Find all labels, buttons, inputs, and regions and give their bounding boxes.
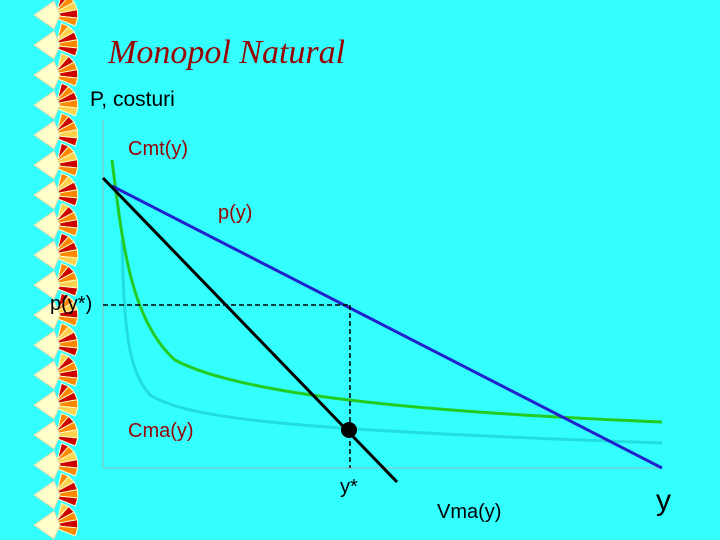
x-axis-label: y: [656, 484, 671, 517]
fan-segment: [33, 202, 79, 240]
fan-segment: [33, 82, 79, 120]
fan-segment: [33, 502, 79, 540]
demand-curve-label: p(y): [218, 202, 253, 224]
vma-curve-label: Vma(y): [437, 501, 502, 523]
fan-segment: [33, 472, 79, 510]
y-axis-label: P, costuri: [90, 88, 175, 111]
fan-segment: [33, 262, 79, 300]
cmt-curve-label: Cmt(y): [128, 138, 188, 160]
fan-segment: [33, 172, 79, 210]
cma-curve: [120, 239, 663, 445]
fan-segment: [33, 442, 79, 480]
equilibrium-quantity-label: y*: [340, 476, 358, 498]
fan-segment: [33, 22, 79, 60]
decorative-fan-border: [33, 0, 79, 540]
page-title: Monopol Natural: [108, 34, 346, 71]
equilibrium-price-label: p(y*): [50, 293, 93, 315]
fan-segment: [33, 52, 79, 90]
fan-segment: [33, 292, 79, 330]
demand-curve: [111, 184, 663, 470]
fan-segment: [33, 112, 79, 150]
fan-segment: [33, 412, 79, 450]
fan-segment: [33, 382, 79, 420]
cmt-curve: [110, 159, 663, 424]
fan-segment: [33, 352, 79, 390]
fan-segment: [33, 232, 79, 270]
fan-segment: [33, 322, 79, 360]
cma-curve-label: Cma(y): [128, 420, 194, 442]
equilibrium-point: [341, 422, 357, 438]
fan-segment: [33, 0, 79, 30]
fan-segment: [33, 142, 79, 180]
